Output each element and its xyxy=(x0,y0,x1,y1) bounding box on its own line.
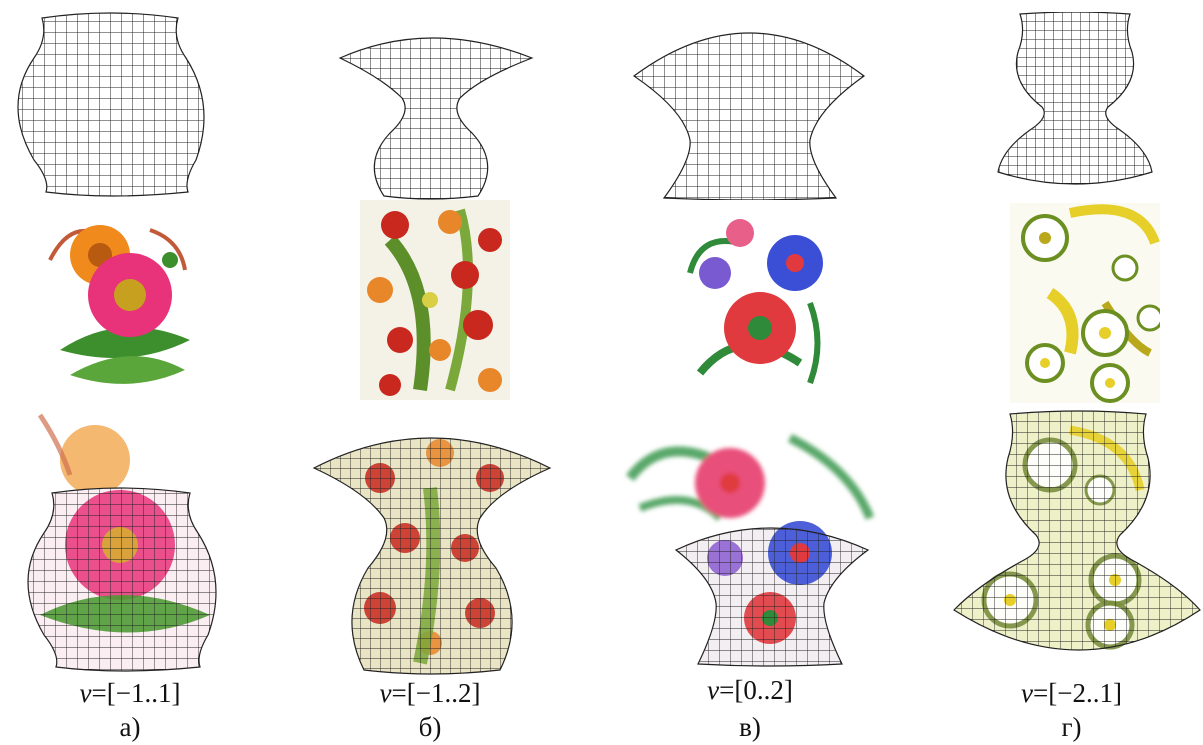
column-v: v=[0..2] в) xyxy=(620,0,880,745)
ornament-image-b xyxy=(360,200,510,400)
column-b: v=[−1..2] б) xyxy=(300,0,560,745)
column-g: v=[−2..1] г) xyxy=(940,0,1203,745)
subfigure-label-v: в) xyxy=(739,712,761,742)
ornament-image-a xyxy=(48,225,190,384)
mapped-vase-g xyxy=(953,410,1201,651)
subfigure-label-g: г) xyxy=(1061,712,1082,742)
grid-vase-g xyxy=(997,12,1153,185)
range-label-a: v=[−1..1] xyxy=(79,678,181,708)
range-label-g: v=[−2..1] xyxy=(1021,678,1122,708)
grid-vase-b xyxy=(338,37,534,200)
range-label-b: v=[−1..2] xyxy=(379,678,481,708)
subfigure-label-a: а) xyxy=(119,712,141,742)
grid-vase-a xyxy=(17,12,205,197)
mapped-vase-a xyxy=(27,413,217,672)
subfigure-label-b: б) xyxy=(418,712,442,742)
ornament-image-v xyxy=(687,219,823,385)
range-label-v: v=[0..2] xyxy=(707,675,793,705)
mapped-vase-b xyxy=(312,437,552,675)
ornament-image-g xyxy=(1010,203,1160,403)
column-a: v=[−1..1] а) xyxy=(0,0,260,745)
mapped-vase-v xyxy=(626,433,875,667)
grid-vase-v xyxy=(632,32,866,200)
